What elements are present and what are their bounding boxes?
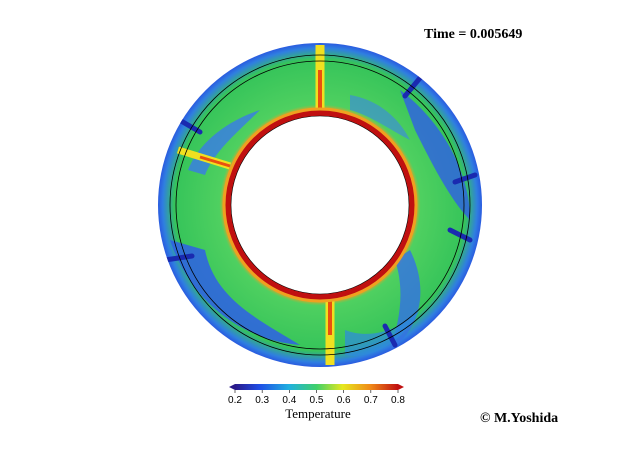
colorbar-tick-label: 0.7 (364, 395, 378, 406)
colorbar-tick-label: 0.6 (337, 395, 351, 406)
colorbar-gradient (235, 384, 398, 390)
time-label: Time = 0.005649 (424, 27, 523, 42)
colorbar-title: Temperature (285, 406, 351, 421)
colorbar-tick-label: 0.4 (282, 395, 296, 406)
reference-circle-inner (175, 60, 465, 350)
core-boundary (230, 115, 410, 295)
reference-circle-outer (169, 54, 471, 356)
colorbar-tick-label: 0.2 (228, 395, 242, 406)
colorbar-tick-label: 0.8 (391, 395, 405, 406)
colorbar-tick-label: 0.3 (255, 395, 269, 406)
colorbar: 0.2 0.3 0.4 0.5 0.6 0.7 0.8 Temperature (228, 384, 405, 421)
colorbar-ticks: 0.2 0.3 0.4 0.5 0.6 0.7 0.8 (228, 390, 405, 406)
temperature-shell (158, 43, 482, 367)
colorbar-low-arrow (229, 384, 235, 390)
colorbar-high-arrow (398, 384, 404, 390)
credit-label: © M.Yoshida (480, 411, 559, 426)
colorbar-tick-label: 0.5 (310, 395, 324, 406)
